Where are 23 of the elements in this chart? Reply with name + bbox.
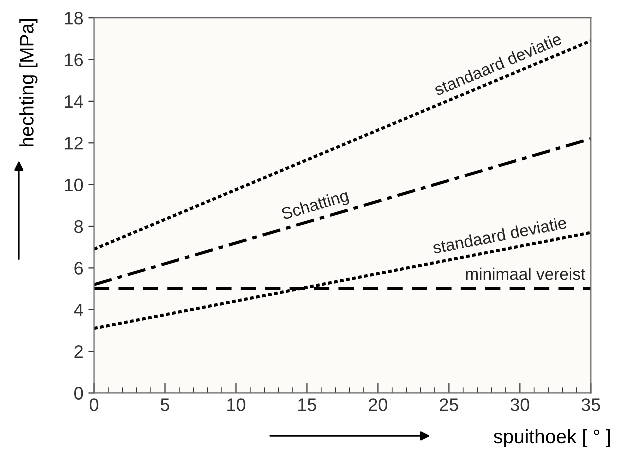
y-tick-label: 14 bbox=[65, 96, 84, 108]
y-tick-label: 8 bbox=[74, 220, 84, 234]
y-tick-label: 6 bbox=[74, 262, 84, 275]
x-tick-label: 25 bbox=[440, 398, 458, 412]
x-tick-label: 15 bbox=[298, 398, 316, 412]
x-tick-label: 20 bbox=[369, 398, 388, 412]
y-tick-label: 4 bbox=[74, 304, 84, 316]
text: Schatting bbox=[280, 189, 350, 224]
y-tick-label: 16 bbox=[65, 54, 84, 66]
x-tick-label: 30 bbox=[510, 398, 530, 412]
y-tick-label: 18 bbox=[65, 12, 84, 25]
y-tick-label: 10 bbox=[65, 178, 84, 192]
x-tick-label: 5 bbox=[160, 398, 170, 412]
text: standaard deviatie bbox=[432, 216, 568, 254]
ref-line-label: minimaal vereist bbox=[466, 268, 586, 280]
x-tick-label: 0 bbox=[90, 398, 99, 412]
x-axis-title: spuithoek [ ° ] bbox=[494, 429, 610, 448]
y-tick-label: 0 bbox=[74, 387, 84, 400]
y-tick-label: 12 bbox=[65, 137, 83, 150]
y-axis-title: hechting [MPa] bbox=[20, 19, 38, 146]
x-tick-label: 35 bbox=[582, 398, 600, 412]
y-tick-label: 2 bbox=[74, 345, 83, 358]
x-tick-label: 10 bbox=[228, 398, 246, 412]
